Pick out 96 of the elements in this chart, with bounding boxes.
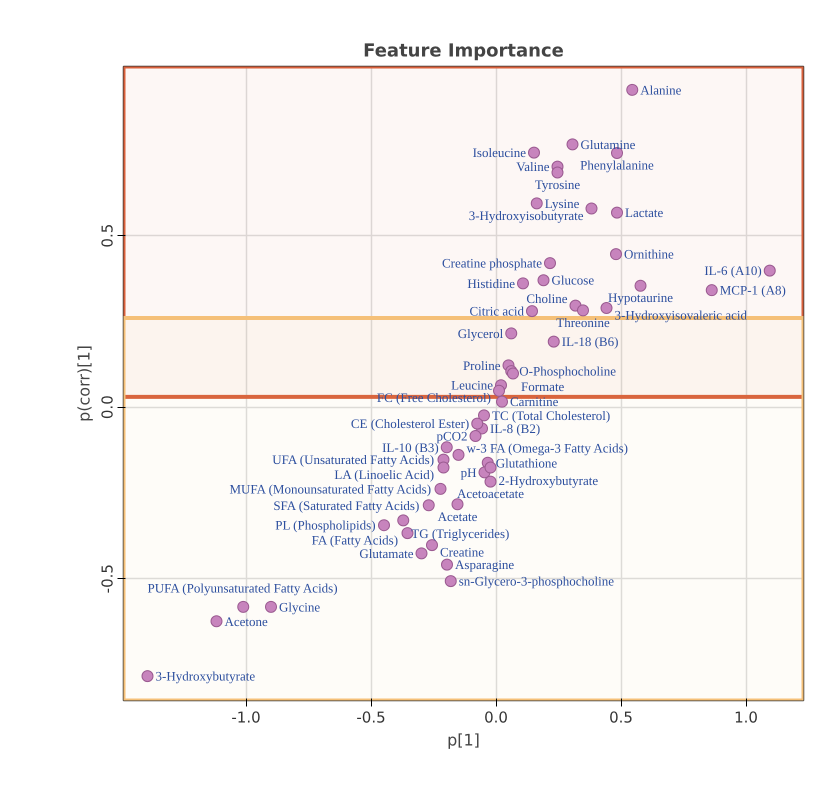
point — [426, 539, 438, 552]
annotation: Glutamate — [359, 546, 414, 561]
point — [378, 519, 390, 532]
annotation: SFA (Saturated Fatty Acids) — [273, 498, 420, 513]
annotation: Creatine — [440, 544, 484, 560]
chart-title: Feature Importance — [363, 40, 564, 62]
point — [611, 206, 623, 219]
point — [626, 84, 638, 96]
annotation: O-Phosphocholine — [519, 364, 616, 379]
point — [434, 482, 446, 495]
annotation: CE (Cholesterol Ester) — [350, 416, 470, 432]
annotation: Lactate — [625, 205, 664, 220]
annotation: Ornithine — [624, 246, 674, 262]
point — [452, 448, 464, 461]
annotation: Proline — [462, 358, 501, 373]
point — [441, 558, 453, 571]
point — [444, 575, 457, 588]
y-axis-title: p(corr)[1] — [74, 345, 94, 422]
annotation: 3-Hydroxybutyrate — [156, 668, 256, 684]
annotation: Creatine phosphate — [442, 256, 542, 271]
point — [530, 197, 543, 210]
annotation: Phenylalanine — [580, 157, 654, 172]
point — [526, 305, 538, 318]
point — [544, 257, 556, 270]
annotation: TC (Total Cholesterol) — [492, 408, 610, 423]
annotation: PUFA (Polyunsaturated Fatty Acids) — [148, 580, 338, 596]
point — [706, 284, 718, 296]
annotation: Valine — [516, 159, 550, 174]
annotation: LA (Linoelic Acid) — [334, 467, 434, 482]
point — [237, 600, 250, 613]
x-tick-label: -1.0 — [231, 708, 261, 726]
point — [528, 146, 540, 159]
annotation: Choline — [526, 291, 568, 306]
point — [438, 462, 450, 474]
annotation: Glutamine — [580, 136, 636, 152]
annotation: Leucine — [451, 378, 494, 393]
annotation: PL (Phospholipids) — [275, 518, 376, 533]
point — [552, 166, 564, 178]
annotation: Citric acid — [469, 304, 524, 319]
point — [634, 280, 646, 292]
annotation: FA (Fatty Acids) — [312, 532, 398, 548]
point — [452, 498, 464, 510]
point — [548, 336, 560, 348]
annotation: Alanine — [640, 82, 682, 98]
annotation: w-3 FA (Omega-3 Fatty Acids) — [466, 440, 628, 456]
point — [397, 514, 410, 526]
annotation: MCP-1 (A8) — [720, 282, 786, 298]
point — [471, 418, 484, 430]
annotation: sn-Glycero-3-phosphocholine — [458, 574, 614, 589]
point — [493, 384, 505, 397]
annotation: Carnitine — [510, 394, 559, 410]
x-tick-label: 0.5 — [609, 708, 633, 726]
annotation: Glycine — [279, 599, 320, 614]
point — [764, 264, 776, 277]
point — [265, 600, 277, 613]
y-tick-label: -0.5 — [98, 564, 116, 594]
point — [416, 547, 428, 560]
x-tick-label: -0.5 — [356, 708, 386, 726]
annotation: Lysine — [544, 196, 580, 211]
annotation: Isoleucine — [472, 145, 526, 160]
annotation: 2-Hydroxybutyrate — [498, 473, 598, 488]
point — [484, 462, 496, 474]
point — [142, 670, 154, 682]
y-tick-label: 0.5 — [98, 224, 116, 248]
annotation: Glutathione — [496, 455, 558, 470]
point — [470, 430, 482, 442]
point — [517, 277, 529, 290]
annotation: Glycerol — [458, 326, 504, 341]
point — [586, 202, 598, 215]
annotation: Asparagine — [455, 557, 514, 572]
point — [566, 138, 578, 150]
point — [422, 499, 435, 512]
point — [538, 274, 550, 286]
point — [478, 409, 490, 422]
point — [507, 368, 519, 380]
point — [210, 615, 222, 628]
point — [484, 476, 496, 488]
annotation: Tyrosine — [534, 177, 580, 192]
x-tick-label: 0.0 — [484, 708, 508, 726]
annotation: Acetate — [438, 508, 478, 524]
annotation: Formate — [521, 379, 565, 394]
annotation: pH — [460, 464, 476, 480]
point — [577, 304, 589, 316]
annotation: IL-6 (A10) — [704, 263, 762, 278]
annotation: Acetone — [224, 614, 268, 629]
annotation: MUFA (Monounsaturated Fatty Acids) — [229, 481, 432, 496]
point — [505, 327, 518, 340]
x-tick-label: 1.0 — [734, 708, 758, 726]
y-tick-label: 0.0 — [98, 395, 116, 420]
point — [610, 248, 622, 260]
x-axis-title: p[1] — [447, 730, 480, 750]
annotation: Glucose — [552, 272, 594, 288]
annotation: Hypotaurine — [608, 290, 674, 306]
annotation: IL-18 (B6) — [562, 334, 618, 350]
point — [496, 396, 508, 408]
annotation: Histidine — [467, 276, 516, 291]
